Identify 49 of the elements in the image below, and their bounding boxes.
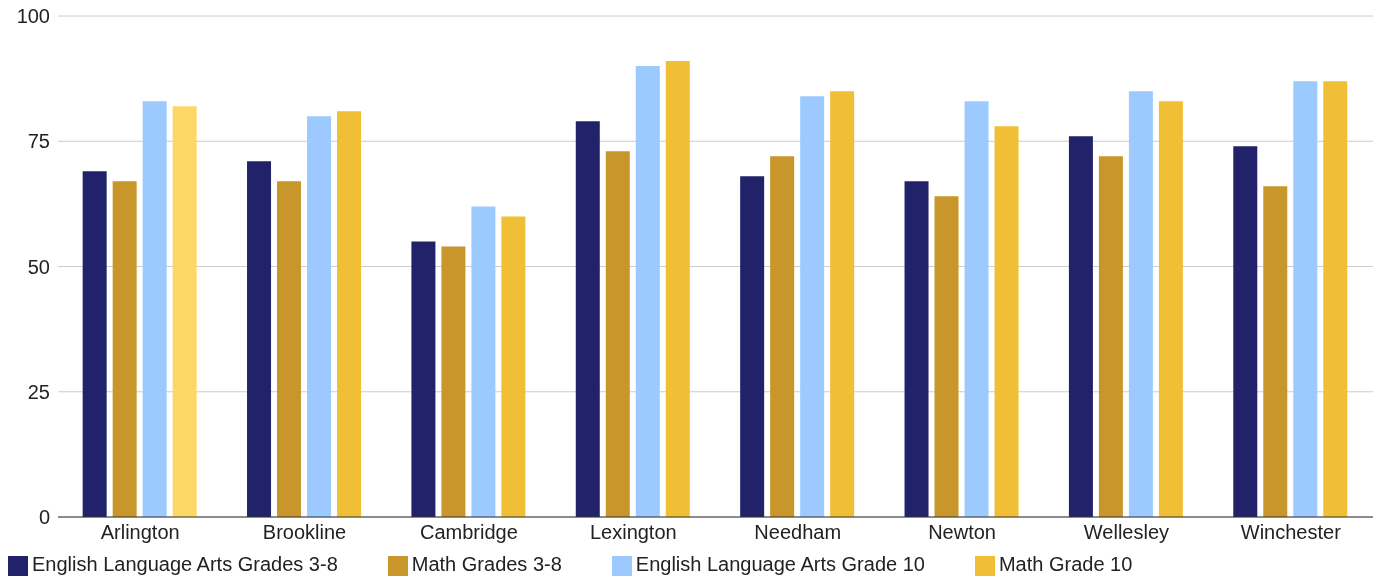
bar — [112, 181, 137, 517]
y-tick-label: 75 — [27, 130, 50, 153]
x-tick-label: Newton — [928, 521, 996, 544]
bar — [307, 116, 332, 517]
legend-label: Math Grade 10 — [998, 553, 1133, 575]
y-tick-label: 0 — [38, 506, 50, 529]
bar — [337, 111, 362, 517]
x-tick-label: Lexington — [589, 521, 677, 544]
bar — [740, 176, 765, 517]
bar — [172, 106, 197, 517]
bar — [247, 161, 272, 517]
bar — [277, 181, 302, 517]
bar — [1263, 186, 1288, 517]
bar — [1293, 81, 1318, 517]
bar — [82, 171, 107, 517]
bar — [800, 96, 825, 517]
bar — [471, 206, 496, 517]
bar — [770, 156, 795, 517]
bar — [665, 61, 690, 517]
legend-label: Math Grades 3-8 — [411, 553, 562, 575]
bar — [142, 101, 167, 517]
x-tick-label: Cambridge — [420, 521, 518, 544]
bar — [1128, 91, 1153, 517]
bar — [1323, 81, 1348, 517]
bar — [964, 101, 989, 517]
x-tick-label: Winchester — [1240, 521, 1342, 544]
x-tick-label: Wellesley — [1083, 521, 1170, 544]
bar — [605, 151, 630, 517]
legend-label: English Language Arts Grade 10 — [635, 553, 925, 575]
bar — [994, 126, 1019, 517]
x-tick-label: Brookline — [262, 521, 347, 544]
bar — [1233, 146, 1258, 517]
y-tick-label: 100 — [16, 5, 50, 28]
legend-label: English Language Arts Grades 3-8 — [32, 553, 338, 575]
x-tick-label: Arlington — [100, 521, 180, 544]
bar — [501, 216, 526, 517]
bar — [1158, 101, 1183, 517]
bar — [830, 91, 855, 517]
bar — [934, 196, 959, 517]
bar — [411, 241, 436, 517]
bar — [904, 181, 929, 517]
bar — [575, 121, 600, 517]
bar — [635, 66, 660, 517]
bar — [1098, 156, 1123, 517]
bar — [1068, 136, 1093, 517]
y-tick-label: 25 — [27, 380, 50, 403]
x-tick-label: Needham — [754, 521, 842, 544]
y-tick-label: 50 — [27, 255, 50, 278]
bar — [441, 246, 466, 517]
